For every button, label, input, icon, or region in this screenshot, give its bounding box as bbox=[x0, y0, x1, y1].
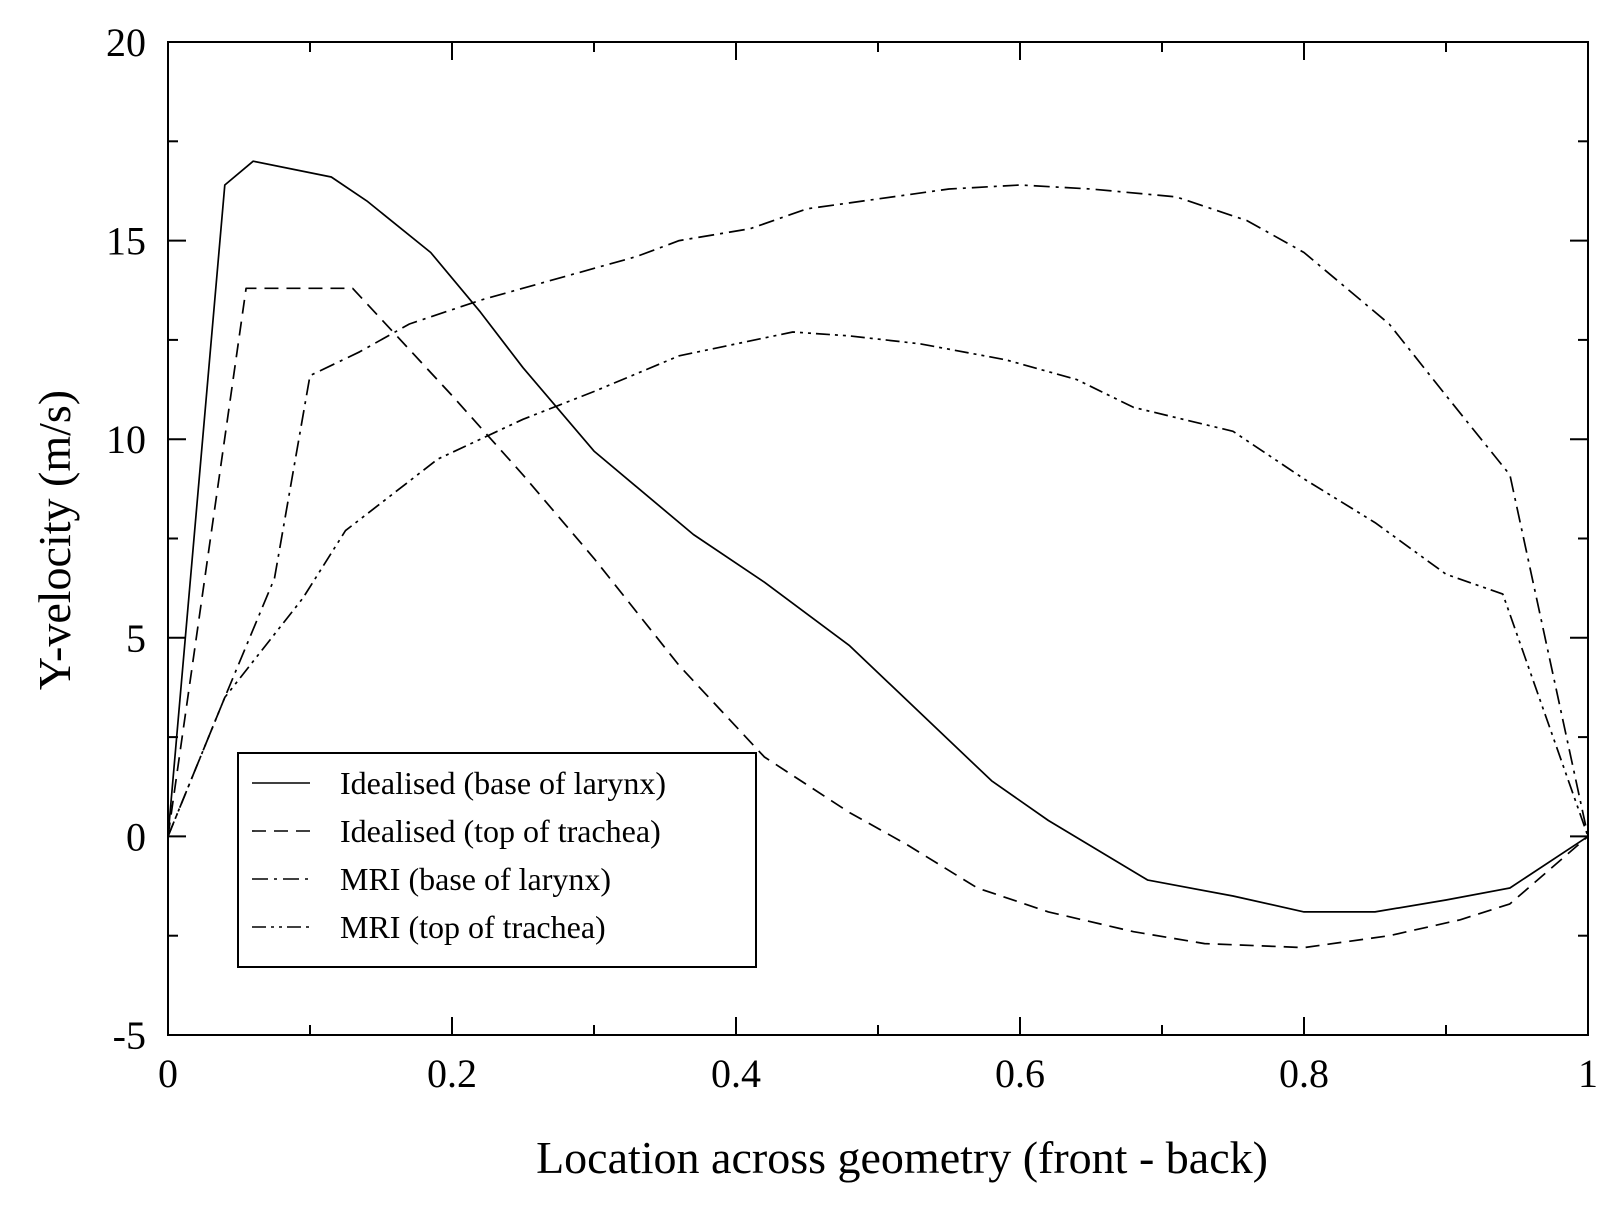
legend-label-idealised-base-of-larynx: Idealised (base of larynx) bbox=[340, 765, 666, 801]
axis-ticks bbox=[167, 41, 1589, 1036]
x-axis-title: Location across geometry (front - back) bbox=[536, 1132, 1268, 1183]
tick-labels: 0 0.2 0.4 0.6 0.8 1 -5 0 5 10 15 20 bbox=[106, 20, 1598, 1096]
legend-label-mri-top-of-trachea: MRI (top of trachea) bbox=[340, 909, 606, 945]
y-tick-label: -5 bbox=[113, 1013, 146, 1058]
y-tick-label: 15 bbox=[106, 219, 146, 264]
series-layer bbox=[167, 160, 1589, 949]
legend-box bbox=[237, 752, 757, 968]
x-tick-label: 1 bbox=[1578, 1051, 1598, 1096]
y-axis-title: Y-velocity (m/s) bbox=[29, 390, 80, 690]
y-tick-label: 20 bbox=[106, 20, 146, 65]
legend-label-idealised-top-of-trachea: Idealised (top of trachea) bbox=[340, 813, 661, 849]
x-tick-label: 0.8 bbox=[1279, 1051, 1329, 1096]
legend-label-mri-base-of-larynx: MRI (base of larynx) bbox=[340, 861, 611, 897]
y-tick-label: 5 bbox=[126, 616, 146, 661]
legend: Idealised (base of larynx) Idealised (to… bbox=[237, 752, 757, 968]
y-tick-label: 10 bbox=[106, 417, 146, 462]
x-tick-label: 0.2 bbox=[427, 1051, 477, 1096]
series-line-idealised-base-of-larynx bbox=[167, 160, 1589, 913]
x-tick-label: 0.4 bbox=[711, 1051, 761, 1096]
series-line-mri-base-of-larynx bbox=[167, 184, 1589, 837]
y-tick-label: 0 bbox=[126, 814, 146, 859]
x-tick-label: 0.6 bbox=[995, 1051, 1045, 1096]
x-tick-label: 0 bbox=[158, 1051, 178, 1096]
